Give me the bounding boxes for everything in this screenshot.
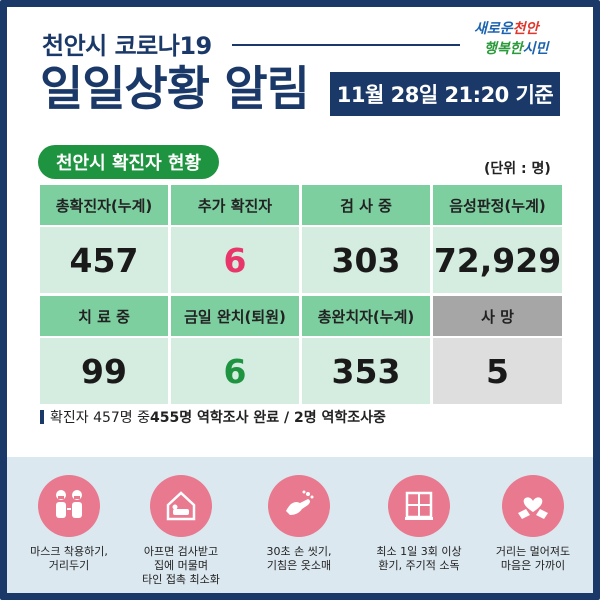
stat-value-deaths: 5 xyxy=(433,338,562,404)
stats-value-row-2: 99 6 353 5 xyxy=(40,336,562,407)
masked-people-icon xyxy=(38,475,100,537)
stats-table: 총확진자(누계) 추가 확진자 검 사 중 음성판정(누계) 457 6 303… xyxy=(40,185,562,407)
stat-value-new-confirmed: 6 xyxy=(171,227,299,293)
stat-label-total-recovered: 총완치자(누계) xyxy=(302,296,430,336)
section-label: 천안시 확진자 현황 xyxy=(38,145,220,179)
guide-caption: 30초 손 씻기, 기침은 옷소매 xyxy=(266,545,332,572)
date-badge: 11월 28일 21:20 기준 xyxy=(330,72,560,116)
stat-label-in-treatment: 치 료 중 xyxy=(40,296,168,336)
guide-item-masks: 마스크 착용하기, 거리두기 xyxy=(13,475,125,573)
guide-item-heart: 거리는 멀어져도 마음은 가까이 xyxy=(477,475,589,573)
guide-caption: 아프면 검사받고 집에 머물며 타인 접촉 최소화 xyxy=(142,545,220,586)
stat-value-testing: 303 xyxy=(302,227,430,293)
stat-value-recovered-today: 6 xyxy=(171,338,299,404)
stat-value-in-treatment: 99 xyxy=(40,338,168,404)
stats-header-row-2: 치 료 중 금일 완치(퇴원) 총완치자(누계) 사 망 xyxy=(40,296,562,336)
stat-label-negative: 음성판정(누계) xyxy=(433,185,562,225)
page-title: 일일상황 알림 xyxy=(40,62,310,117)
stat-label-deaths: 사 망 xyxy=(433,296,562,336)
heart-hands-icon xyxy=(502,475,564,537)
guide-item-hand-washing: 30초 손 씻기, 기침은 옷소매 xyxy=(243,475,355,573)
stats-value-row-1: 457 6 303 72,929 xyxy=(40,225,562,296)
stat-value-negative: 72,929 xyxy=(433,227,562,293)
title-divider xyxy=(232,44,460,46)
city-logo: 새로운천안 행복한시민 xyxy=(474,21,549,57)
guide-item-stay-home: 아프면 검사받고 집에 머물며 타인 접촉 최소화 xyxy=(125,475,237,587)
page-subtitle: 천안시 코로나19 xyxy=(42,32,212,60)
stay-home-icon xyxy=(150,475,212,537)
guide-caption: 마스크 착용하기, 거리두기 xyxy=(30,545,108,572)
investigation-note: 확진자 457명 중 455명 역학조사 완료 / 2명 역학조사중 xyxy=(40,407,386,427)
unit-label: (단위 : 명) xyxy=(484,161,551,177)
hand-washing-icon xyxy=(268,475,330,537)
stat-value-total-confirmed: 457 xyxy=(40,227,168,293)
stats-header-row-1: 총확진자(누계) 추가 확진자 검 사 중 음성판정(누계) xyxy=(40,185,562,225)
stat-label-recovered-today: 금일 완치(퇴원) xyxy=(171,296,299,336)
prevention-guides: 마스크 착용하기, 거리두기 아프면 검사받고 집에 머물며 타인 접촉 최소화… xyxy=(7,457,593,593)
stat-value-total-recovered: 353 xyxy=(302,338,430,404)
note-marker xyxy=(40,410,44,424)
guide-caption: 거리는 멀어져도 마음은 가까이 xyxy=(495,545,571,572)
stat-label-total-confirmed: 총확진자(누계) xyxy=(40,185,168,225)
guide-item-ventilation: 최소 1일 3회 이상 환기, 주기적 소독 xyxy=(363,475,475,573)
window-ventilation-icon xyxy=(388,475,450,537)
stat-label-testing: 검 사 중 xyxy=(302,185,430,225)
stat-label-new-confirmed: 추가 확진자 xyxy=(171,185,299,225)
guide-caption: 최소 1일 3회 이상 환기, 주기적 소독 xyxy=(376,545,462,572)
